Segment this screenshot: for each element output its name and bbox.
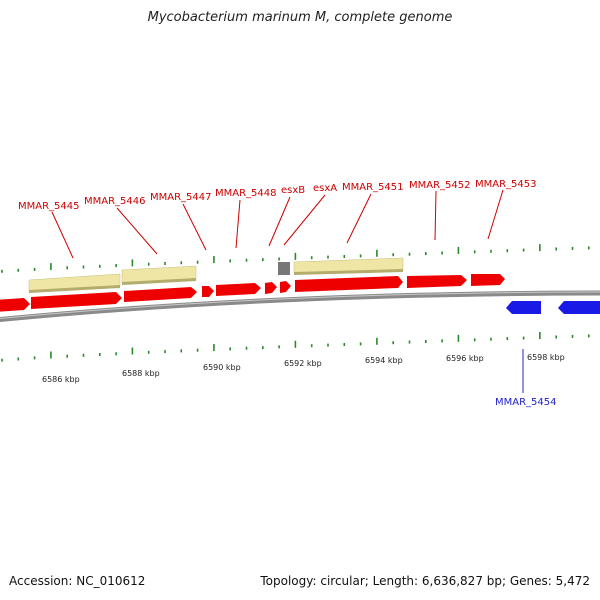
gene-arrow-partial[interactable]	[0, 298, 30, 312]
genome-title: Mycobacterium marinum M, complete genome	[147, 10, 453, 25]
connector-mmar-5445	[51, 211, 74, 259]
connector-esxa	[283, 194, 326, 246]
genome-backbone-highlight	[0, 291, 600, 320]
gene-arrow-esxb[interactable]	[265, 282, 277, 294]
label-mmar-5453[interactable]: MMAR_5453	[475, 179, 537, 190]
gene-arrow-mmar-5453[interactable]	[471, 274, 505, 286]
label-connectors	[51, 189, 524, 393]
scale-label: 6590 kbp	[203, 363, 241, 372]
gene-labels: MMAR_5445 MMAR_5446 MMAR_5447 MMAR_5448 …	[18, 179, 557, 408]
genome-backbone	[0, 290, 600, 323]
scale-label: 6588 kbp	[122, 369, 160, 378]
cds-feature-bar-shadow	[294, 269, 403, 275]
gene-arrow-mmar-5452[interactable]	[407, 275, 467, 288]
cds-feature-track	[28, 257, 404, 293]
cds-feature-bar-shadow	[29, 285, 120, 293]
label-esxa[interactable]: esxA	[313, 183, 337, 194]
label-mmar-5452[interactable]: MMAR_5452	[409, 180, 471, 191]
gene-arrow-mmar-5445[interactable]	[31, 292, 122, 309]
connector-mmar-5448	[235, 199, 241, 249]
accession-text: Accession: NC_010612	[9, 574, 146, 588]
cds-feature-bar-shadow	[122, 278, 196, 285]
label-mmar-5446[interactable]: MMAR_5446	[84, 196, 146, 207]
gene-arrow-esxa[interactable]	[280, 281, 291, 293]
scale-label: 6598 kbp	[527, 353, 565, 362]
gene-arrow-mmar-5454[interactable]	[506, 301, 541, 314]
gene-arrow-partial-reverse[interactable]	[558, 301, 600, 314]
scale-labels: 6586 kbp 6588 kbp 6590 kbp 6592 kbp 6594…	[42, 353, 565, 384]
outer-tick-ring	[1, 244, 590, 273]
reverse-strand-genes	[506, 301, 600, 314]
scale-label: 6592 kbp	[284, 359, 322, 368]
label-mmar-5454[interactable]: MMAR_5454	[495, 397, 557, 408]
connector-mmar-5446	[116, 207, 158, 255]
genome-summary-text: Topology: circular; Length: 6,636,827 bp…	[260, 574, 590, 588]
label-mmar-5451[interactable]: MMAR_5451	[342, 182, 404, 193]
inner-tick-ring	[1, 332, 590, 362]
connector-mmar-5453	[487, 189, 504, 240]
forward-strand-genes	[0, 274, 505, 312]
label-esxb[interactable]: esxB	[281, 185, 305, 196]
gene-arrow-mmar-5446[interactable]	[124, 287, 197, 302]
label-mmar-5447[interactable]: MMAR_5447	[150, 192, 212, 203]
other-feature-block[interactable]	[278, 262, 290, 275]
connector-mmar-5451	[346, 193, 372, 244]
scale-label: 6594 kbp	[365, 356, 403, 365]
connector-esxb	[268, 196, 291, 247]
scale-label: 6586 kbp	[42, 375, 80, 384]
scale-label: 6596 kbp	[446, 354, 484, 363]
connector-mmar-5452	[434, 190, 437, 241]
connector-mmar-5447	[182, 203, 207, 251]
label-mmar-5445[interactable]: MMAR_5445	[18, 201, 80, 212]
gene-arrow-mmar-5447[interactable]	[202, 286, 214, 297]
label-mmar-5448[interactable]: MMAR_5448	[215, 188, 277, 199]
gene-arrow-mmar-5448[interactable]	[216, 283, 261, 296]
gene-arrow-mmar-5451[interactable]	[295, 276, 403, 292]
